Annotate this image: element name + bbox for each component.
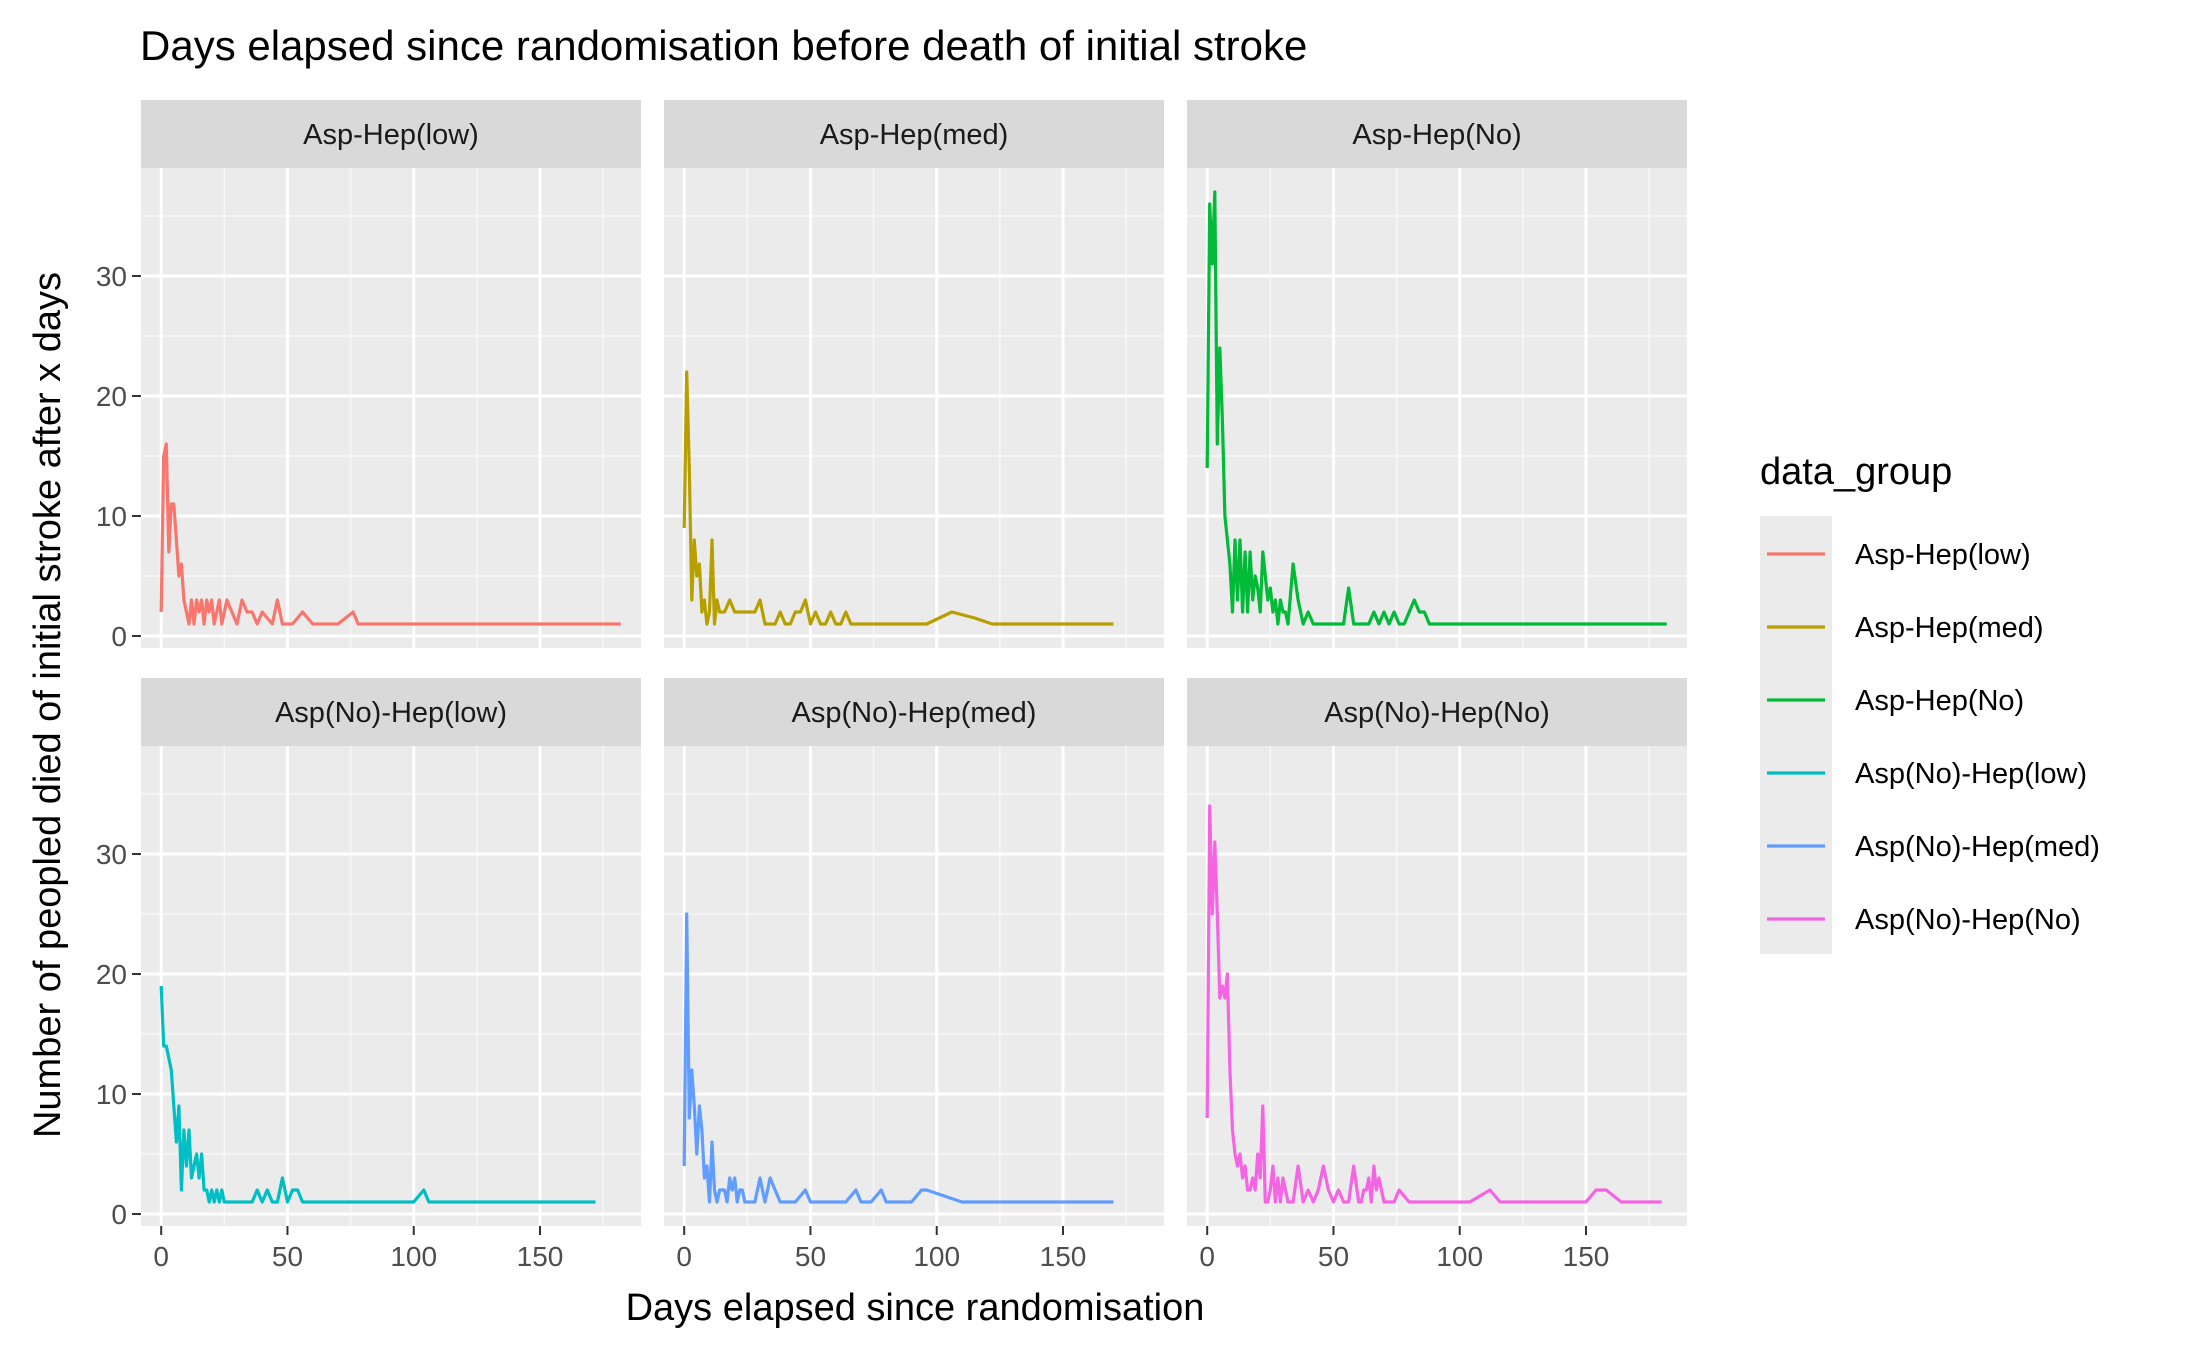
- strip-asp-no-hep-no: [1187, 678, 1687, 746]
- y-tick-label: 20: [96, 959, 127, 990]
- y-tick-label: 0: [111, 621, 127, 652]
- panel-asp-hep-no: Asp-Hep(No): [1187, 100, 1687, 648]
- facet-panels: Asp-Hep(low) 0 10 20 30 Asp-Hep(med) Asp-Hep(N…: [96, 100, 1687, 1272]
- y-tick-label: 10: [96, 501, 127, 532]
- x-tick-label: 100: [390, 1241, 437, 1272]
- x-tick-label: 0: [676, 1241, 692, 1272]
- strip-label-asp-hep-low: Asp-Hep(low): [303, 119, 479, 151]
- series-line-asp-no-hep-low: [159, 985, 596, 1204]
- legend-label-asp-hep-med: Asp-Hep(med): [1855, 612, 2044, 644]
- y-tick-label: 30: [96, 261, 127, 292]
- panel-asp-hep-low: Asp-Hep(low) 0 10 20 30: [96, 100, 641, 652]
- strip-label-asp-hep-med: Asp-Hep(med): [820, 119, 1009, 151]
- panel-asp-no-hep-no: Asp(No)-Hep(No) 0 50 100 150: [1187, 678, 1687, 1272]
- legend-label-asp-hep-low: Asp-Hep(low): [1855, 539, 2031, 571]
- legend-label-asp-no-hep-no: Asp(No)-Hep(No): [1855, 904, 2081, 936]
- strip-asp-hep-low: [141, 100, 641, 168]
- strip-label-asp-hep-no: Asp-Hep(No): [1352, 119, 1521, 151]
- x-tick-label: 50: [272, 1241, 303, 1272]
- panel-asp-no-hep-low: Asp(No)-Hep(low) 0 10 20 30 0 50 100 150: [96, 678, 641, 1272]
- legend-label-asp-hep-no: Asp-Hep(No): [1855, 685, 2024, 717]
- legend-label-asp-no-hep-low: Asp(No)-Hep(low): [1855, 758, 2087, 790]
- x-tick-label: 50: [1318, 1241, 1349, 1272]
- x-tick-label: 50: [795, 1241, 826, 1272]
- y-tick-label: 20: [96, 381, 127, 412]
- strip-label-asp-no-hep-med: Asp(No)-Hep(med): [792, 697, 1037, 729]
- chart-title: Days elapsed since randomisation before …: [140, 22, 1307, 69]
- strip-asp-hep-med: [664, 100, 1164, 168]
- legend-label-asp-no-hep-med: Asp(No)-Hep(med): [1855, 831, 2100, 863]
- y-axis-title: Number of peopled died of initial stroke…: [27, 272, 69, 1138]
- panel-asp-no-hep-med: Asp(No)-Hep(med) 0 50 100 150: [664, 678, 1164, 1272]
- x-tick-label: 0: [1199, 1241, 1215, 1272]
- y-tick-label: 0: [111, 1199, 127, 1230]
- series-line-asp-hep-med: [682, 370, 1114, 626]
- legend-title: data_group: [1760, 451, 1952, 493]
- legend-key-background: [1760, 516, 1832, 954]
- strip-label-asp-no-hep-low: Asp(No)-Hep(low): [275, 697, 507, 729]
- series-line-asp-no-hep-no: [1205, 804, 1662, 1204]
- series-line-asp-no-hep-med: [682, 912, 1114, 1204]
- legend: data_group Asp-Hep(low) Asp-Hep(med) Asp-H…: [1760, 451, 2100, 954]
- strip-label-asp-no-hep-no: Asp(No)-Hep(No): [1324, 697, 1550, 729]
- strip-asp-hep-no: [1187, 100, 1687, 168]
- x-tick-label: 150: [1563, 1241, 1610, 1272]
- series-line-asp-hep-low: [159, 442, 621, 626]
- x-tick-label: 100: [913, 1241, 960, 1272]
- strip-asp-no-hep-med: [664, 678, 1164, 746]
- y-tick-label: 30: [96, 839, 127, 870]
- x-tick-label: 150: [1040, 1241, 1087, 1272]
- strip-asp-no-hep-low: [141, 678, 641, 746]
- x-tick-label: 100: [1436, 1241, 1483, 1272]
- series-line-asp-hep-no: [1205, 190, 1667, 626]
- x-tick-label: 0: [153, 1241, 169, 1272]
- y-tick-label: 10: [96, 1079, 127, 1110]
- x-tick-label: 150: [517, 1241, 564, 1272]
- panel-asp-hep-med: Asp-Hep(med): [664, 100, 1164, 648]
- x-axis-title: Days elapsed since randomisation: [626, 1287, 1205, 1329]
